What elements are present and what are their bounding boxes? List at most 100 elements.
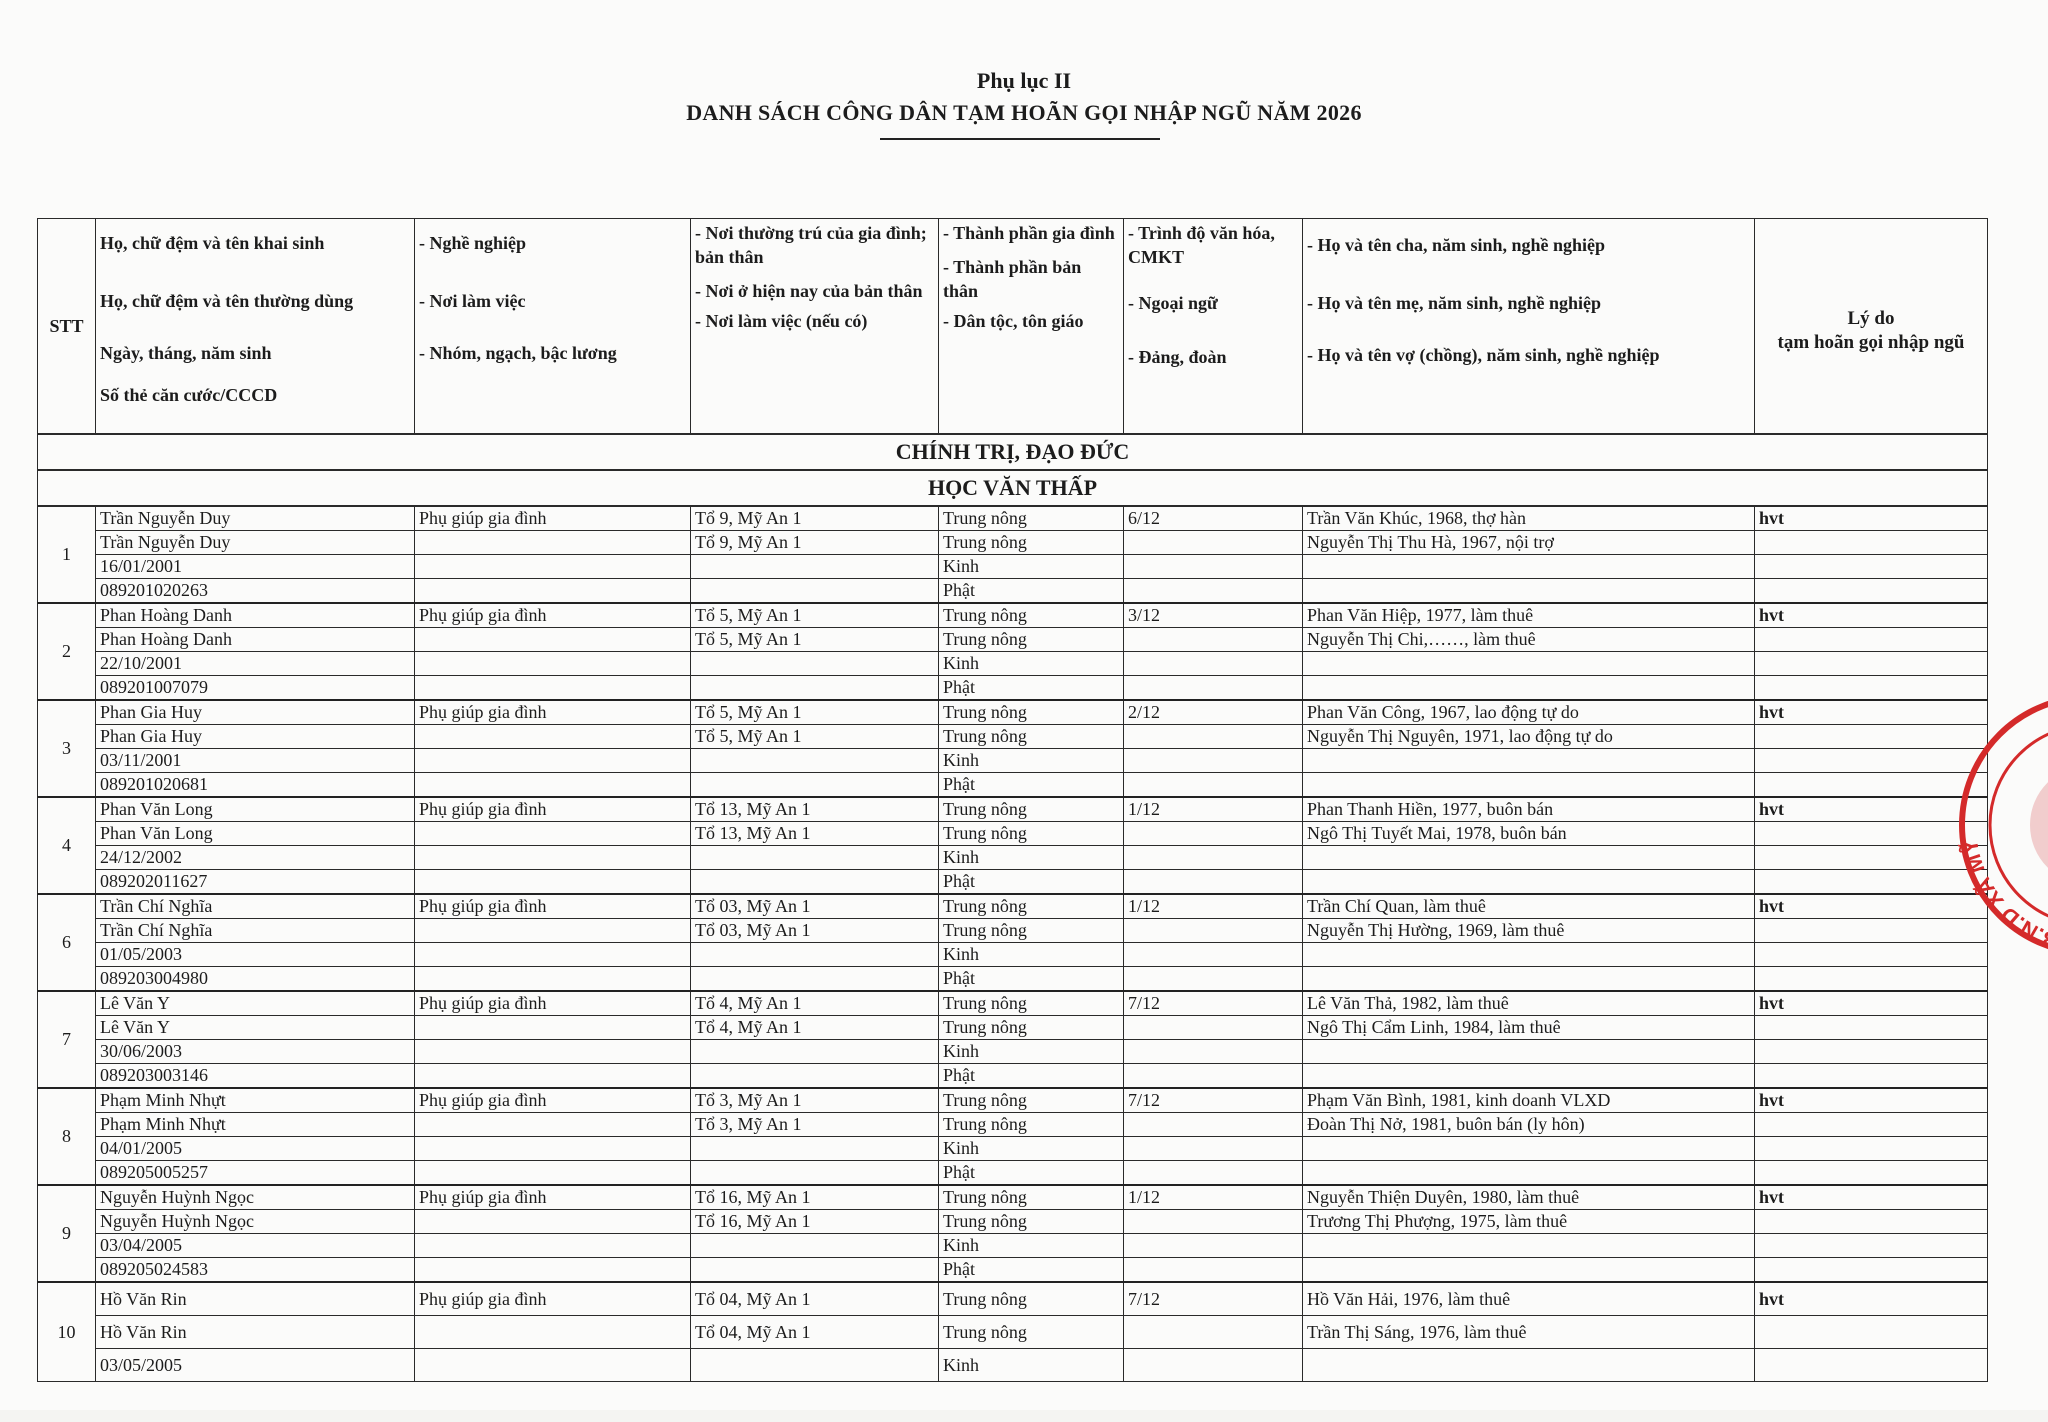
- table-row: 4 Phan Văn Long Phụ giúp gia đình Tổ 13, Mỹ…: [37, 796, 1988, 895]
- table-row: 24/12/2002 Kinh: [38, 845, 1988, 870]
- education-cell: [1123, 869, 1303, 895]
- residence-cell: Tổ 5, Mỹ An 1: [690, 602, 939, 628]
- family-cell: [1302, 651, 1755, 676]
- education-cell: [1123, 1136, 1303, 1161]
- job-cell: [414, 821, 691, 846]
- reason-cell: [1754, 1348, 1988, 1382]
- header-line: - Nơi làm việc: [419, 291, 526, 311]
- composition-cell: Trung nông: [938, 530, 1124, 555]
- job-cell: Phụ giúp gia đình: [414, 1281, 691, 1316]
- residence-cell: [690, 1039, 939, 1064]
- reason-cell: [1754, 942, 1988, 967]
- education-cell: 1/12: [1123, 1184, 1303, 1210]
- composition-cell: Trung nông: [938, 505, 1124, 531]
- residence-cell: Tổ 3, Mỹ An 1: [690, 1112, 939, 1137]
- reason-cell: hvt: [1754, 990, 1988, 1016]
- composition-cell: Trung nông: [938, 1112, 1124, 1137]
- education-cell: 2/12: [1123, 699, 1303, 725]
- header-education: - Trình độ văn hóa, CMKT - Ngoại ngữ - Đ…: [1123, 218, 1303, 435]
- stamp-text: U.B.N.D XÃ MỸ: [1957, 837, 2048, 959]
- job-cell: [414, 748, 691, 773]
- family-cell: Phạm Văn Bình, 1981, kinh doanh VLXD: [1302, 1087, 1755, 1113]
- table-row: 089201020263 Phật: [38, 578, 1988, 604]
- name-cell: Phan Gia Huy: [95, 724, 415, 749]
- table-row: 30/06/2003 Kinh: [38, 1039, 1988, 1064]
- residence-cell: [690, 748, 939, 773]
- table-row: Phan Văn Long Tổ 13, Mỹ An 1 Trung nông Ngô…: [38, 821, 1988, 846]
- family-cell: Nguyễn Thị Nguyên, 1971, lao động tự do: [1302, 724, 1755, 749]
- stt-cell: 7: [37, 990, 96, 1089]
- title-underline: [880, 138, 1160, 140]
- name-cell: 089201020681: [95, 772, 415, 798]
- stt-cell: 1: [37, 505, 96, 604]
- reason-cell: hvt: [1754, 1281, 1988, 1316]
- reason-cell: [1754, 748, 1988, 773]
- education-cell: [1123, 942, 1303, 967]
- composition-cell: Trung nông: [938, 1281, 1124, 1316]
- table-header: STT Họ, chữ đệm và tên khai sinh Họ, chữ…: [37, 218, 1988, 435]
- reason-cell: hvt: [1754, 1087, 1988, 1113]
- composition-cell: Kinh: [938, 1039, 1124, 1064]
- table-row: 089201007079 Phật: [38, 675, 1988, 701]
- residence-cell: Tổ 03, Mỹ An 1: [690, 893, 939, 919]
- composition-cell: Kinh: [938, 845, 1124, 870]
- education-cell: [1123, 651, 1303, 676]
- composition-cell: Phật: [938, 772, 1124, 798]
- table-row: 03/04/2005 Kinh: [38, 1233, 1988, 1258]
- composition-cell: Trung nông: [938, 627, 1124, 652]
- family-cell: Nguyễn Thị Hường, 1969, làm thuê: [1302, 918, 1755, 943]
- job-cell: Phụ giúp gia đình: [414, 699, 691, 725]
- table-row: 04/01/2005 Kinh: [38, 1136, 1988, 1161]
- reason-cell: [1754, 869, 1988, 895]
- job-cell: Phụ giúp gia đình: [414, 1087, 691, 1113]
- reason-cell: [1754, 1160, 1988, 1186]
- education-cell: 1/12: [1123, 796, 1303, 822]
- job-cell: [414, 1160, 691, 1186]
- reason-cell: [1754, 1039, 1988, 1064]
- job-cell: Phụ giúp gia đình: [414, 602, 691, 628]
- residence-cell: [690, 1136, 939, 1161]
- education-cell: [1123, 772, 1303, 798]
- header-line: - Ngoại ngữ: [1128, 293, 1218, 313]
- name-cell: 03/04/2005: [95, 1233, 415, 1258]
- composition-cell: Trung nông: [938, 893, 1124, 919]
- family-cell: Phan Văn Công, 1967, lao động tự do: [1302, 699, 1755, 725]
- reason-cell: [1754, 578, 1988, 604]
- composition-cell: Phật: [938, 869, 1124, 895]
- header-line: - Họ và tên vợ (chồng), năm sinh, nghề n…: [1307, 345, 1660, 365]
- header-line: - Dân tộc, tôn giáo: [943, 311, 1084, 331]
- family-cell: Ngô Thị Tuyết Mai, 1978, buôn bán: [1302, 821, 1755, 846]
- residence-cell: [690, 578, 939, 604]
- header-line: - Thành phần gia đình: [943, 223, 1115, 243]
- composition-cell: Trung nông: [938, 821, 1124, 846]
- job-cell: [414, 1209, 691, 1234]
- composition-cell: Trung nông: [938, 1209, 1124, 1234]
- family-cell: Nguyễn Thị Chi,……, làm thuê: [1302, 627, 1755, 652]
- table-row: 22/10/2001 Kinh: [38, 651, 1988, 676]
- job-cell: [414, 942, 691, 967]
- job-cell: [414, 966, 691, 992]
- family-cell: Phan Văn Hiệp, 1977, làm thuê: [1302, 602, 1755, 628]
- header-line: Họ, chữ đệm và tên thường dùng: [100, 291, 354, 311]
- table-row: Trần Nguyễn Duy Tổ 9, Mỹ An 1 Trung nông Ng…: [38, 530, 1988, 555]
- table-row: 089205005257 Phật: [38, 1160, 1988, 1186]
- residence-cell: Tổ 5, Mỹ An 1: [690, 627, 939, 652]
- family-cell: [1302, 1136, 1755, 1161]
- reason-cell: hvt: [1754, 1184, 1988, 1210]
- family-cell: Trần Chí Quan, làm thuê: [1302, 893, 1755, 919]
- family-cell: [1302, 1233, 1755, 1258]
- name-cell: Lê Văn Y: [95, 1015, 415, 1040]
- section-row: CHÍNH TRỊ, ĐẠO ĐỨC: [37, 433, 1988, 471]
- name-cell: Trần Nguyễn Duy: [95, 505, 415, 531]
- composition-cell: Trung nông: [938, 918, 1124, 943]
- section-politics: CHÍNH TRỊ, ĐẠO ĐỨC: [37, 433, 1988, 471]
- education-cell: [1123, 966, 1303, 992]
- residence-cell: Tổ 04, Mỹ An 1: [690, 1281, 939, 1316]
- residence-cell: [690, 1348, 939, 1382]
- section-low-education: HỌC VĂN THẤP: [37, 469, 1988, 507]
- education-cell: 1/12: [1123, 893, 1303, 919]
- education-cell: [1123, 1063, 1303, 1089]
- family-cell: [1302, 1257, 1755, 1283]
- job-cell: [414, 1315, 691, 1349]
